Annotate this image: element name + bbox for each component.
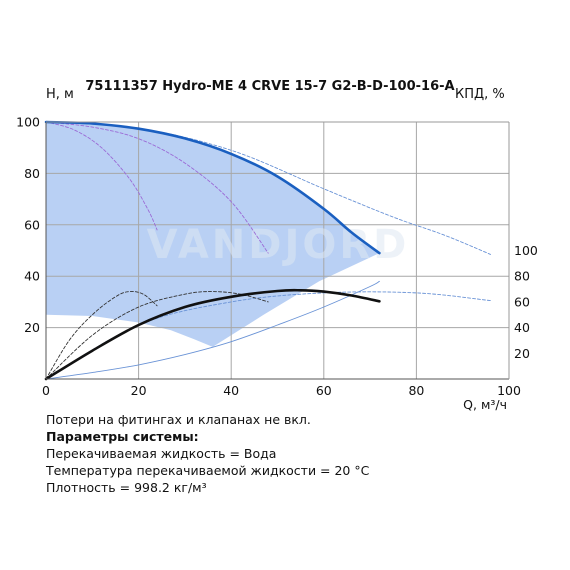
x-tick-label: 0 — [42, 383, 50, 398]
x-tick-label: 20 — [131, 383, 147, 398]
note-fluid: Перекачиваемая жидкость = Вода — [46, 446, 277, 461]
curve-head-max — [44, 120, 381, 255]
y-axis-label-right: КПД, % — [455, 87, 505, 102]
x-tick-label: 100 — [497, 383, 521, 398]
note-temperature: Температура перекачиваемой жидкости = 20… — [46, 463, 370, 478]
y-tick-label-left: 100 — [16, 115, 40, 130]
y-tick-label-left: 80 — [24, 166, 40, 181]
y-tick-label-right: 20 — [514, 346, 530, 361]
y-tick-label-left: 40 — [24, 269, 40, 284]
x-tick-label: 60 — [316, 383, 332, 398]
x-axis-label: Q, м³/ч — [463, 397, 507, 412]
y-tick-label-left: 60 — [24, 217, 40, 232]
note-density: Плотность = 998.2 кг/м³ — [46, 480, 207, 495]
y-tick-label-right: 80 — [514, 269, 530, 284]
curve-head-reduced-2 — [45, 121, 269, 254]
watermark: VANDJORD — [147, 222, 410, 268]
system-notes: Потери на фитингах и клапанах не вкл. Па… — [46, 411, 369, 496]
x-tick-label: 40 — [223, 383, 239, 398]
curve-efficiency — [44, 288, 381, 381]
y-tick-label-left: 20 — [24, 320, 40, 335]
x-tick-label: 80 — [408, 383, 424, 398]
curve-head-reduced-1 — [45, 121, 158, 231]
chart-title: 75111357 Hydro-ME 4 CRVE 15-7 G2-B-D-100… — [85, 79, 454, 94]
y-tick-label-right: 40 — [514, 320, 530, 335]
note-system-params-heading: Параметры системы: — [46, 429, 199, 444]
curve-system-curve — [45, 280, 380, 380]
y-tick-label-right: 60 — [514, 294, 530, 309]
y-tick-label-right: 100 — [514, 243, 538, 258]
note-losses: Потери на фитингах и клапанах не вкл. — [46, 412, 311, 427]
curve-efficiency-reduced-1 — [45, 291, 158, 380]
y-axis-label-left: H, м — [46, 87, 74, 102]
